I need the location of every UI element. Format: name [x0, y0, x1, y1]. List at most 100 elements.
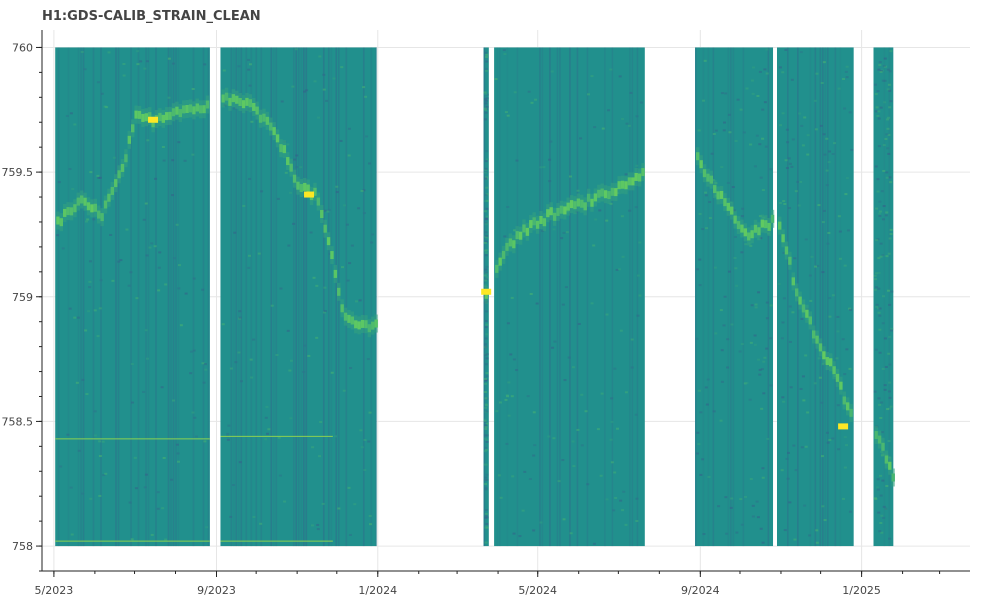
- texture-cell: [484, 486, 488, 489]
- texture-stripe: [345, 47, 348, 547]
- texture-cell: [233, 231, 237, 234]
- texture-cell: [523, 470, 527, 473]
- texture-cell: [888, 537, 892, 540]
- texture-cell: [316, 528, 320, 531]
- texture-cell: [484, 525, 488, 528]
- track-cell: [607, 191, 611, 200]
- texture-cell: [882, 65, 886, 68]
- track-cell: [56, 216, 60, 225]
- texture-cell: [157, 289, 161, 292]
- track-cell: [151, 119, 155, 128]
- texture-cell: [880, 531, 884, 534]
- track-cell: [556, 207, 560, 216]
- texture-cell: [98, 307, 102, 310]
- segment-background: [776, 47, 854, 547]
- texture-cell: [888, 106, 892, 109]
- texture-cell: [832, 142, 836, 145]
- texture-cell: [485, 473, 489, 476]
- track-cell: [818, 343, 823, 352]
- texture-cell: [335, 191, 339, 194]
- texture-cell: [484, 406, 488, 409]
- texture-cell: [350, 244, 354, 247]
- texture-cell: [119, 259, 123, 262]
- texture-cell: [483, 434, 487, 437]
- track-cell: [822, 351, 826, 360]
- texture-cell: [879, 522, 883, 525]
- track-cell: [881, 442, 885, 451]
- track-cell: [518, 231, 523, 240]
- track-cell: [235, 95, 239, 104]
- texture-cell: [630, 366, 634, 369]
- texture-cell: [484, 514, 488, 517]
- texture-cell: [167, 96, 171, 99]
- texture-cell: [827, 161, 831, 164]
- texture-cell: [485, 357, 489, 360]
- texture-cell: [821, 271, 825, 274]
- texture-cell: [484, 160, 488, 163]
- texture-cell: [323, 286, 327, 289]
- track-cell: [888, 461, 892, 470]
- track-cell: [716, 191, 720, 200]
- track-cell: [107, 193, 111, 202]
- texture-cell: [96, 174, 100, 177]
- texture-cell: [485, 438, 489, 441]
- texture-cell: [485, 509, 489, 512]
- texture-cell: [889, 405, 893, 408]
- texture-cell: [483, 200, 487, 203]
- y-tick-label: 759.5: [2, 166, 34, 179]
- texture-cell: [485, 522, 489, 525]
- texture-stripe: [539, 47, 541, 547]
- texture-cell: [127, 284, 131, 287]
- texture-cell: [697, 443, 701, 446]
- texture-cell: [85, 393, 89, 396]
- texture-cell: [621, 509, 625, 512]
- texture-cell: [483, 107, 487, 110]
- texture-cell: [362, 86, 366, 89]
- texture-cell: [731, 186, 735, 189]
- texture-stripe: [275, 47, 278, 547]
- texture-cell: [305, 89, 309, 92]
- texture-cell: [239, 380, 243, 383]
- texture-cell: [755, 134, 759, 137]
- texture-cell: [875, 305, 879, 308]
- texture-cell: [485, 60, 489, 63]
- texture-cell: [142, 218, 146, 221]
- texture-stripe: [335, 47, 338, 547]
- texture-cell: [804, 238, 808, 241]
- texture-cell: [879, 494, 883, 497]
- texture-stripe: [824, 47, 827, 547]
- texture-cell: [510, 395, 514, 398]
- texture-cell: [226, 438, 230, 441]
- segment-peak-track: [484, 285, 488, 304]
- texture-cell: [548, 158, 552, 161]
- x-tick-label: 5/2024: [518, 584, 557, 597]
- texture-stripe: [730, 47, 732, 547]
- texture-cell: [366, 358, 370, 361]
- texture-stripe: [814, 47, 817, 547]
- track-cell: [624, 181, 628, 190]
- texture-cell: [788, 207, 792, 210]
- texture-cell: [635, 520, 639, 523]
- texture-cell: [171, 399, 175, 402]
- texture-cell: [485, 186, 489, 189]
- texture-cell: [714, 332, 718, 335]
- texture-cell: [877, 68, 881, 71]
- track-cell: [808, 316, 812, 325]
- track-cell: [505, 242, 509, 251]
- track-cell: [114, 179, 118, 188]
- texture-cell: [726, 181, 730, 184]
- texture-cell: [798, 112, 802, 115]
- texture-cell: [348, 533, 352, 536]
- texture-cell: [881, 322, 885, 325]
- texture-cell: [704, 191, 708, 194]
- texture-cell: [599, 474, 603, 477]
- texture-cell: [738, 350, 742, 353]
- texture-cell: [484, 171, 488, 174]
- track-cell: [371, 321, 375, 330]
- texture-cell: [605, 219, 609, 222]
- texture-cell: [247, 266, 251, 269]
- track-cell: [141, 113, 145, 122]
- texture-cell: [567, 356, 571, 359]
- track-cell: [303, 182, 307, 191]
- texture-cell: [580, 393, 584, 396]
